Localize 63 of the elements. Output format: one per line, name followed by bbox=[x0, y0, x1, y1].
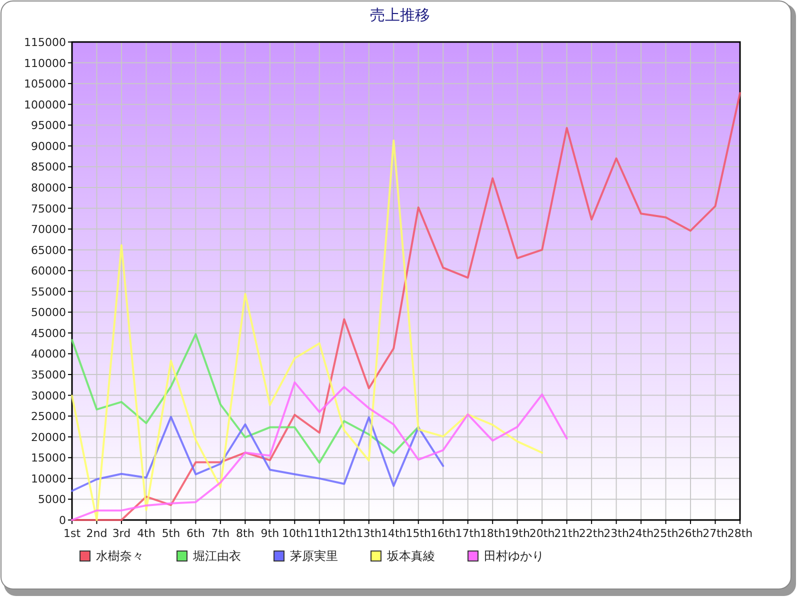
x-tick-label: 26th bbox=[678, 527, 704, 540]
y-tick-label: 115000 bbox=[24, 36, 66, 49]
y-tick-label: 65000 bbox=[31, 244, 66, 257]
y-tick-label: 70000 bbox=[31, 223, 66, 236]
x-tick-label: 15th bbox=[406, 527, 432, 540]
chart-title: 売上推移 bbox=[370, 6, 430, 24]
y-tick-label: 60000 bbox=[31, 264, 66, 278]
x-tick-label: 17th bbox=[455, 527, 481, 540]
y-tick-label: 30000 bbox=[31, 389, 66, 402]
x-tick-label: 11th bbox=[306, 527, 332, 540]
y-tick-label: 85000 bbox=[31, 160, 66, 174]
x-tick-label: 16th bbox=[430, 527, 456, 540]
y-tick-label: 40000 bbox=[31, 348, 66, 361]
x-tick-label: 2nd bbox=[86, 527, 108, 540]
x-tick-label: 28th bbox=[727, 527, 753, 540]
y-tick-label: 95000 bbox=[31, 119, 66, 132]
line-series bbox=[71, 140, 544, 521]
x-tick-label: 22th bbox=[578, 527, 604, 540]
y-tick-label: 20000 bbox=[31, 430, 66, 444]
y-tick-label: 45000 bbox=[31, 326, 66, 340]
y-tick-label: 90000 bbox=[31, 140, 66, 153]
x-tick-label: 9th bbox=[260, 527, 280, 540]
x-tick-label: 8th bbox=[236, 527, 254, 540]
x-tick-label: 6th bbox=[186, 527, 205, 540]
y-tick-label: 0 bbox=[59, 514, 66, 527]
legend-label: 坂本真綾 bbox=[386, 549, 435, 563]
x-tick-label: 14th bbox=[380, 527, 406, 540]
x-tick-label: 5th bbox=[162, 527, 180, 540]
x-tick-label: 7th bbox=[211, 527, 230, 540]
x-tick-label: 12th bbox=[332, 527, 357, 540]
x-tick-label: 27th bbox=[702, 527, 728, 540]
y-tick-label: 5000 bbox=[38, 493, 66, 506]
x-tick-label: 21th bbox=[554, 527, 580, 540]
x-tick-label: 24th bbox=[628, 527, 654, 540]
x-tick-label: 20th bbox=[529, 527, 555, 540]
x-tick-label: 1st bbox=[63, 527, 82, 540]
y-tick-label: 25000 bbox=[31, 410, 66, 424]
line-series bbox=[71, 381, 568, 521]
y-tick-label: 35000 bbox=[31, 368, 66, 382]
x-tick-label: 3rd bbox=[112, 527, 131, 540]
legend-label: 田村ゆかり bbox=[484, 549, 544, 563]
legend-label: 茅原実里 bbox=[290, 549, 338, 563]
legend-label: 水樹奈々 bbox=[96, 549, 144, 563]
x-tick-label: 13th bbox=[356, 527, 382, 540]
line-series bbox=[71, 92, 741, 521]
y-tick-label: 50000 bbox=[31, 306, 66, 320]
x-tick-label: 10th bbox=[282, 527, 308, 540]
line-series bbox=[71, 333, 420, 464]
x-tick-label: 23th bbox=[604, 527, 629, 540]
y-tick-label: 100000 bbox=[24, 98, 66, 112]
y-tick-label: 105000 bbox=[24, 78, 66, 91]
legend-label: 堀江由衣 bbox=[192, 549, 241, 563]
x-tick-label: 25th bbox=[653, 527, 678, 540]
x-tick-label: 18th bbox=[480, 527, 506, 540]
y-tick-label: 80000 bbox=[31, 181, 66, 194]
y-tick-label: 10000 bbox=[31, 472, 66, 486]
y-tick-label: 15000 bbox=[31, 452, 66, 465]
y-tick-label: 55000 bbox=[31, 285, 66, 298]
x-tick-label: 19th bbox=[504, 527, 530, 540]
line-series bbox=[71, 416, 444, 492]
y-tick-label: 75000 bbox=[31, 202, 66, 216]
y-tick-label: 110000 bbox=[24, 56, 66, 70]
x-tick-label: 4th bbox=[137, 527, 156, 540]
